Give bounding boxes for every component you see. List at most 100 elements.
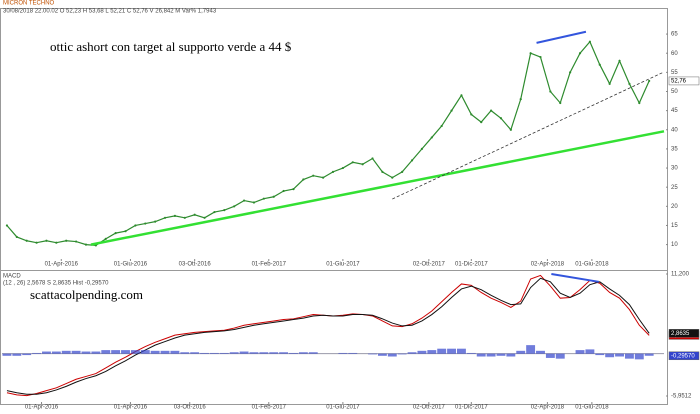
hist-bar [279, 352, 289, 354]
y-tick-label: 35 [671, 146, 678, 152]
y-tick-label: 10 [671, 242, 678, 248]
quote: 30/08/2018 22.00.02 O 52,23 H 53,68 L 52… [3, 9, 217, 15]
hist-bar [130, 350, 140, 354]
y-tick-label: 15 [671, 223, 678, 229]
price-point [154, 220, 157, 223]
hist-bar [51, 351, 61, 354]
hist-bar [427, 350, 437, 354]
y-tick-label: 65 [671, 32, 678, 38]
hist-bar [180, 352, 190, 354]
hist-bar [387, 353, 397, 357]
price-point [312, 174, 315, 177]
price-point [65, 239, 68, 242]
price-point [282, 189, 285, 193]
panel-title: MACD [3, 274, 21, 280]
price-point [401, 170, 404, 173]
hist-bar [101, 350, 111, 354]
hist-bar [42, 351, 51, 354]
hist-bar [22, 353, 32, 356]
price-point [519, 98, 522, 101]
x-tick-label: 03-Ott-2016 [179, 262, 212, 268]
last-value-box [668, 76, 700, 86]
hist-bar [298, 352, 308, 354]
x-tick-label: 01-Apr-2016 [25, 405, 59, 411]
x-tick-label: 03-Ott-2016 [174, 405, 207, 411]
price-point [588, 40, 591, 43]
hist-bar [2, 353, 12, 356]
hist-bar [160, 350, 170, 354]
data-line [6, 277, 650, 395]
x-tick-label: 01-Dic-2017 [455, 405, 488, 411]
data-line [6, 40, 650, 246]
price-point [55, 241, 58, 244]
y-tick-label: 55 [671, 70, 678, 76]
hist-bar [61, 350, 71, 354]
x-tick-label: 01-Feb-2017 [252, 405, 287, 411]
price-point [578, 52, 582, 55]
x-tick-label: 01-Apr-2016 [45, 262, 79, 268]
hist-bar [615, 353, 624, 357]
price-point [648, 79, 651, 83]
hist-bar [417, 350, 427, 354]
price-point [371, 157, 374, 160]
hist-bar [259, 352, 269, 354]
trend-line [90, 130, 665, 246]
hist-bar [32, 352, 42, 354]
price-point [114, 232, 117, 235]
x-tick-label: 01-Dic-2017 [455, 262, 488, 268]
price-point [529, 52, 532, 55]
x-tick-label: 02-Ott-2017 [413, 405, 446, 411]
x-tick-label: 01-Apr-2016 [114, 405, 148, 411]
price-point [262, 197, 265, 200]
price-point [322, 176, 325, 179]
hist-bar [585, 349, 595, 354]
hist-bar [555, 353, 565, 359]
y-tick-label: 45 [671, 108, 678, 114]
price-point [144, 222, 147, 225]
x-tick-label: 01-Giu-2016 [114, 262, 148, 268]
hist-bar [526, 345, 536, 354]
hist-bar [368, 353, 377, 355]
price-point [5, 224, 9, 227]
hist-bar [200, 352, 209, 354]
price-point [341, 166, 344, 170]
price-point [223, 209, 226, 212]
price-point [509, 128, 512, 131]
price-point [183, 216, 186, 219]
price-point [480, 121, 483, 124]
hist-bar [81, 351, 91, 354]
hist-bar [575, 350, 585, 354]
hist-bar [170, 350, 180, 354]
y-tick-label: 50 [671, 89, 678, 95]
price-point [75, 240, 78, 243]
annotation: ottic ashort con target al supporto verd… [50, 39, 292, 54]
hist-bar [140, 350, 150, 354]
price-point [628, 82, 631, 85]
price-point [163, 216, 167, 219]
hist-bar [437, 348, 447, 354]
hist-bar [209, 352, 219, 354]
hist-bar [377, 353, 387, 356]
price-point [470, 113, 473, 116]
y-tick-label: -5,9512 [671, 394, 692, 400]
price-point [15, 235, 18, 239]
hist-bar [476, 353, 486, 357]
hist-bar [121, 350, 130, 354]
panel-legend: (12 , 26) 2,5678 S 2,8635 Hist -0,29570 [3, 281, 109, 287]
hist-bar [466, 352, 476, 354]
hist-bar [308, 352, 318, 354]
price-point [598, 63, 601, 66]
hist-bar [595, 353, 605, 356]
hist-bar [447, 348, 457, 354]
price-point [84, 243, 88, 246]
hist-bar [506, 353, 516, 357]
price-point [45, 239, 48, 242]
price-point [410, 159, 414, 162]
hist-bar [486, 353, 496, 357]
hist-bar [407, 352, 417, 354]
price-point [618, 59, 621, 62]
price-point [252, 201, 256, 204]
hist-bar [111, 350, 121, 354]
hist-bar [269, 352, 279, 354]
price-point [331, 170, 335, 173]
